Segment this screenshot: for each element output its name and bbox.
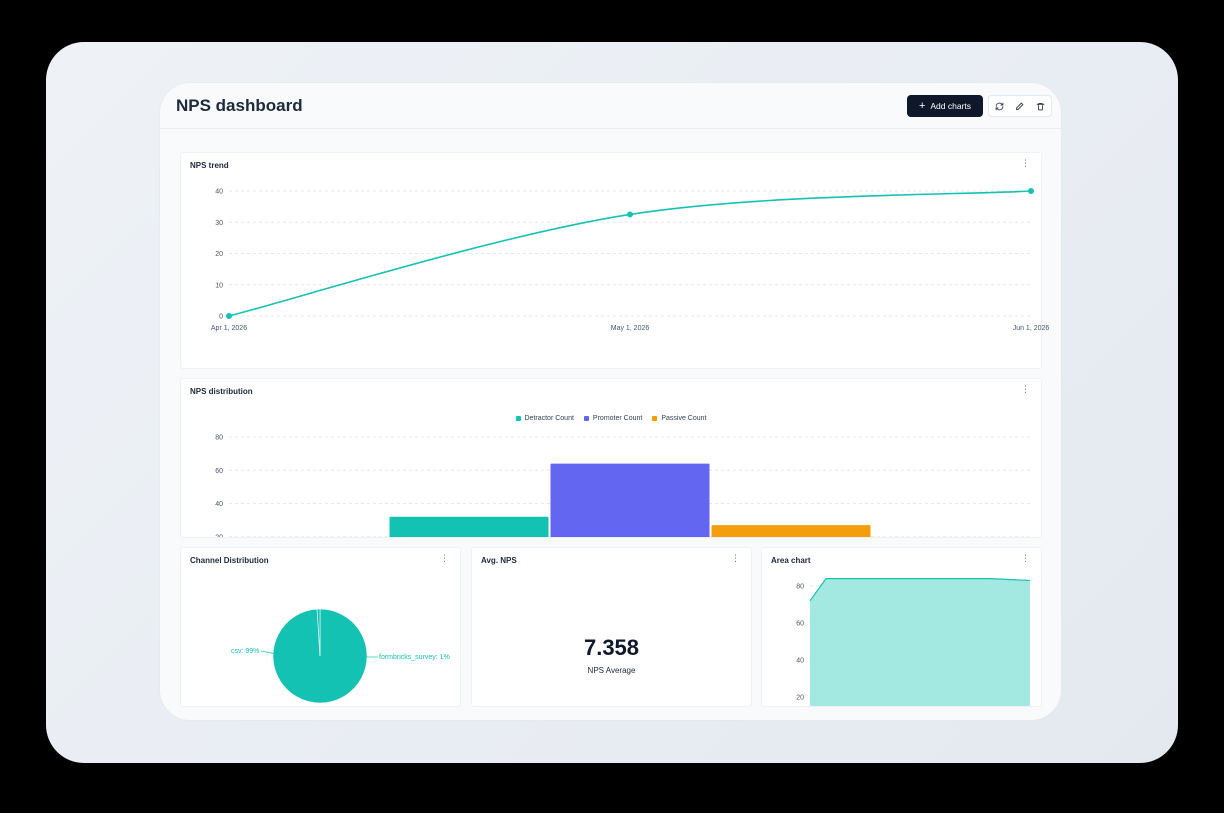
data-point — [1028, 188, 1034, 194]
legend-item[interactable]: Passive Count — [652, 415, 706, 422]
y-tick-label: 20 — [215, 534, 223, 538]
dashboard-header: NPS dashboard + Add charts — [160, 83, 1061, 129]
y-tick-label: 60 — [796, 621, 804, 628]
y-tick-label: 10 — [215, 282, 223, 289]
y-tick-label: 0 — [219, 314, 223, 321]
card-title: Avg. NPS — [481, 556, 517, 565]
area-fill — [810, 578, 1030, 706]
more-options-icon[interactable]: ⋮ — [1021, 158, 1030, 168]
kpi-label: NPS Average — [587, 666, 636, 675]
more-options-icon[interactable]: ⋮ — [440, 553, 449, 563]
plus-icon: + — [918, 99, 926, 112]
bar — [711, 525, 871, 537]
x-tick-label: Jun 1, 2026 — [1013, 325, 1050, 332]
nps-distribution-card: NPS distribution ⋮ Detractor Count Promot… — [180, 378, 1042, 538]
add-charts-button[interactable]: + Add charts — [907, 95, 983, 117]
legend-swatch — [652, 416, 658, 421]
y-tick-label: 20 — [796, 695, 804, 702]
slice-label: formbricks_survey: 1% — [379, 654, 450, 661]
y-tick-label: 80 — [796, 584, 804, 591]
y-tick-label: 30 — [215, 220, 223, 227]
channel-distribution-card: Channel Distribution ⋮ csv: 99% formbrick… — [180, 547, 461, 707]
card-title: NPS distribution — [190, 387, 253, 396]
action-icon-group — [988, 95, 1052, 117]
more-options-icon[interactable]: ⋮ — [731, 553, 740, 563]
nps-distribution-chart: 20 40 60 80 — [215, 435, 1031, 538]
trash-icon[interactable] — [1032, 97, 1050, 115]
legend-swatch — [515, 416, 521, 421]
bar — [550, 463, 710, 537]
bar — [389, 516, 549, 537]
label-leader — [260, 650, 277, 655]
y-tick-label: 60 — [215, 468, 223, 475]
card-title: NPS trend — [190, 161, 229, 170]
y-tick-label: 40 — [215, 189, 223, 196]
legend-item[interactable]: Promoter Count — [583, 415, 643, 422]
add-charts-label: Add charts — [930, 101, 972, 111]
dashboard-window: NPS dashboard + Add charts — [160, 83, 1061, 720]
card-title: Channel Distribution — [190, 556, 269, 565]
area-chart: 20 40 60 80 — [796, 578, 1031, 706]
channel-pie-chart: csv: 99% formbricks_survey: 1% — [231, 608, 450, 704]
legend-swatch — [583, 416, 589, 421]
edit-icon[interactable] — [1011, 97, 1029, 115]
legend-item[interactable]: Detractor Count — [515, 415, 574, 422]
page-title: NPS dashboard — [176, 96, 303, 115]
nps-trend-chart: 0 10 20 30 40 Apr 1, 2026 May 1, 2026 Jun 1, 20… — [211, 188, 1049, 332]
area-line — [809, 578, 1031, 602]
legend-label: Promoter Count — [592, 415, 643, 422]
refresh-icon[interactable] — [990, 97, 1008, 115]
x-tick-label: May 1, 2026 — [611, 325, 650, 332]
chart-legend: Detractor Count Promoter Count Passive Cou… — [181, 415, 1041, 422]
more-options-icon[interactable]: ⋮ — [1021, 384, 1030, 394]
y-tick-label: 40 — [796, 658, 804, 665]
area-chart-card: Area chart ⋮ 20 40 60 80 — [761, 547, 1042, 707]
data-point — [627, 211, 633, 218]
legend-label: Detractor Count — [524, 415, 574, 422]
legend-label: Passive Count — [661, 415, 707, 422]
avg-nps-card: Avg. NPS ⋮ 7.358 NPS Average — [471, 547, 752, 707]
y-tick-label: 20 — [215, 251, 223, 258]
slice-label: csv: 99% — [231, 648, 259, 655]
nps-trend-card: NPS trend ⋮ 0 10 20 30 40 Apr 1, 2026 May 1, 2… — [180, 152, 1049, 369]
card-title: Area chart — [771, 556, 811, 565]
kpi-value: 7.358 — [583, 635, 640, 660]
y-tick-label: 40 — [215, 501, 223, 508]
more-options-icon[interactable]: ⋮ — [1021, 553, 1030, 563]
y-tick-label: 80 — [215, 435, 223, 442]
data-point — [226, 313, 232, 319]
x-tick-label: Apr 1, 2026 — [211, 325, 247, 332]
pie-slice — [316, 608, 321, 657]
